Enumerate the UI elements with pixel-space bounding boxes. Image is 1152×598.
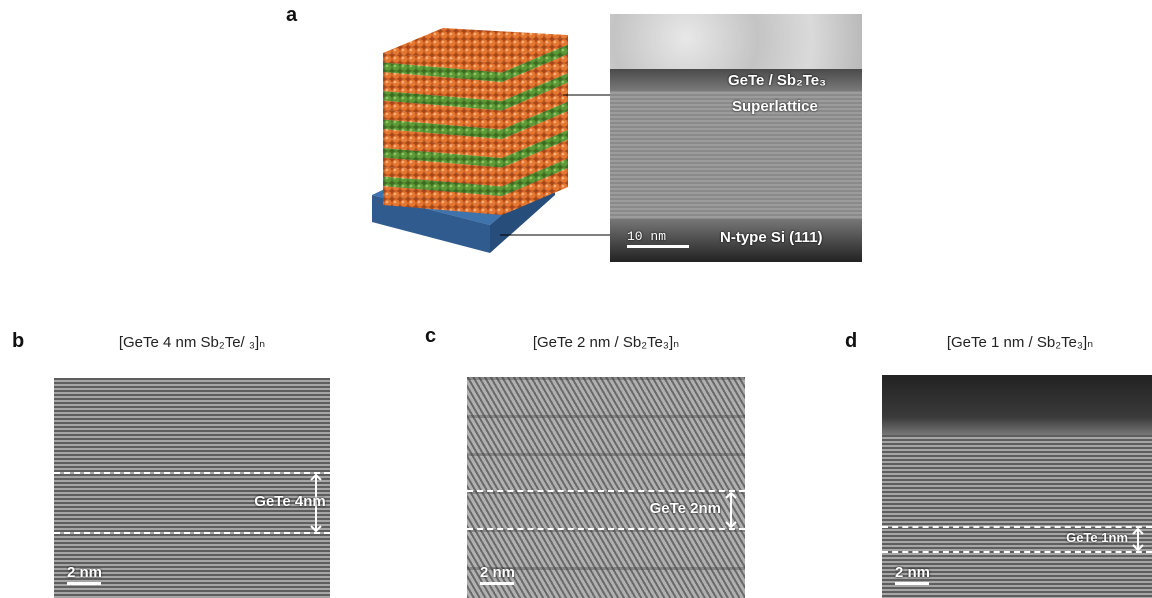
dashed-line (54, 532, 330, 534)
thickness-arrow (1131, 527, 1145, 552)
scale-bar-label: 2 nm (67, 564, 102, 581)
scale-bar-label: 2 nm (895, 564, 930, 581)
dashed-line (467, 528, 745, 530)
panel-title: [GeTe 2 nm / Sb₂Te₃]ₙ (533, 333, 679, 351)
tem-image: GeTe 4nm 2 nm (54, 378, 330, 598)
scale-bar-label: 10 nm (627, 229, 666, 244)
thickness-label: GeTe 4nm (254, 493, 325, 510)
scale-bar-label: 2 nm (480, 564, 515, 581)
panel-title: [GeTe 4 nm Sb₂Te/ ₃]ₙ (119, 333, 265, 351)
tem-image: GeTe 1nm 2 nm (882, 375, 1152, 598)
panel-label: b (12, 330, 24, 353)
tem-image: GeTe 2nm 2 nm (467, 377, 745, 598)
thickness-arrow (724, 491, 738, 529)
dashed-line (882, 526, 1152, 528)
dashed-line (882, 551, 1152, 553)
structure-label: Superlattice (732, 98, 818, 115)
scale-bar (67, 582, 101, 585)
thickness-label: GeTe 1nm (1066, 530, 1128, 545)
capping-layer (882, 375, 1152, 435)
dashed-line (467, 490, 745, 492)
substrate-label: N-type Si (111) (720, 229, 823, 246)
scale-bar (480, 582, 514, 585)
thickness-label: GeTe 2nm (650, 500, 721, 517)
panel-label: c (425, 325, 436, 348)
panel-label: d (845, 330, 857, 353)
tem-image: GeTe / Sb₂Te₃ Superlattice 10 nm N-type … (610, 14, 862, 262)
panel-title: [GeTe 1 nm / Sb₂Te₃]ₙ (947, 333, 1093, 351)
scale-bar (895, 582, 929, 585)
dashed-line (54, 472, 330, 474)
page: a GeTe / Sb₂Te₃ Superlattice 10 nm N-typ… (0, 0, 1152, 598)
material-label: GeTe / Sb₂Te₃ (728, 72, 826, 89)
connector-lines (0, 0, 1152, 300)
